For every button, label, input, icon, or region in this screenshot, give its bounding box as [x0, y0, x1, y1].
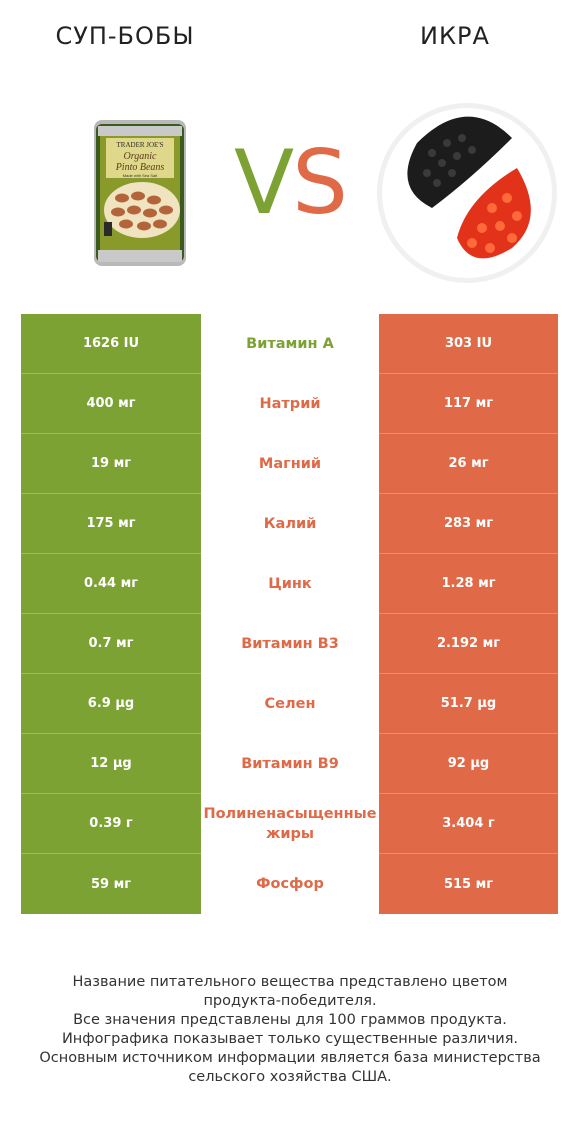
- left-value: 59 мг: [21, 854, 201, 914]
- table-row: 59 мг Фосфор 515 мг: [21, 854, 558, 914]
- table-row: 0.44 мг Цинк 1.28 мг: [21, 554, 558, 614]
- table-row: 1626 IU Витамин A 303 IU: [21, 314, 558, 374]
- table-row: 6.9 µg Селен 51.7 µg: [21, 674, 558, 734]
- nutrient-name: Витамин B3: [201, 614, 379, 674]
- footer-line: продукта-победителя.: [203, 993, 377, 1009]
- table-row: 0.39 г Полиненасыщенные жиры 3.404 г: [21, 794, 558, 854]
- left-product-title: СУП-БОБЫ: [55, 22, 195, 50]
- right-value: 2.192 мг: [379, 614, 558, 674]
- left-value: 12 µg: [21, 734, 201, 794]
- left-value: 0.44 мг: [21, 554, 201, 614]
- table-row: 19 мг Магний 26 мг: [21, 434, 558, 494]
- left-value: 0.39 г: [21, 794, 201, 854]
- table-row: 0.7 мг Витамин B3 2.192 мг: [21, 614, 558, 674]
- table-row: 400 мг Натрий 117 мг: [21, 374, 558, 434]
- right-value: 283 мг: [379, 494, 558, 554]
- footer-line: Название питательного вещества представл…: [72, 974, 508, 990]
- nutrient-name: Цинк: [201, 554, 379, 614]
- footer-line: Основным источником информации является …: [39, 1050, 541, 1066]
- footer-line: сельского хозяйства США.: [188, 1069, 392, 1085]
- can-line2-text: Pinto Beans: [115, 162, 165, 173]
- left-value: 1626 IU: [21, 314, 201, 374]
- nutrient-name: Полиненасыщенные жиры: [201, 794, 379, 854]
- nutrient-name: Натрий: [201, 374, 379, 434]
- nutrient-name: Калий: [201, 494, 379, 554]
- can-line1-text: Organic: [124, 151, 158, 162]
- table-row: 12 µg Витамин B9 92 µg: [21, 734, 558, 794]
- caviar-plate-image: [377, 103, 557, 283]
- footer-line: Все значения представлены для 100 граммо…: [73, 1012, 507, 1028]
- left-value: 19 мг: [21, 434, 201, 494]
- footer-note: Название питательного вещества представл…: [10, 973, 570, 1087]
- right-value: 515 мг: [379, 854, 558, 914]
- nutrient-name: Витамин B9: [201, 734, 379, 794]
- right-value: 1.28 мг: [379, 554, 558, 614]
- vs-label: VS: [233, 131, 348, 234]
- nutrient-comparison-table: 1626 IU Витамин A 303 IU 400 мг Натрий 117 мг…: [21, 314, 558, 914]
- right-product-title: ИКРА: [420, 22, 490, 50]
- left-value: 0.7 мг: [21, 614, 201, 674]
- nutrient-name: Витамин A: [201, 314, 379, 374]
- footer-line: Инфографика показывает только существенн…: [61, 1031, 519, 1047]
- nutrient-name: Фосфор: [201, 854, 379, 914]
- right-value: 26 мг: [379, 434, 558, 494]
- table-row: 175 мг Калий 283 мг: [21, 494, 558, 554]
- right-value: 303 IU: [379, 314, 558, 374]
- right-value: 51.7 µg: [379, 674, 558, 734]
- nutrient-name: Магний: [201, 434, 379, 494]
- left-value: 175 мг: [21, 494, 201, 554]
- can-brand-text: TRADER JOE'S: [117, 141, 164, 149]
- can-line3-text: Made with Sea Salt: [123, 173, 158, 178]
- right-value: 92 µg: [379, 734, 558, 794]
- nutrient-name: Селен: [201, 674, 379, 734]
- pinto-beans-can-image: TRADER JOE'S Organic Pinto Beans Made wi…: [94, 120, 186, 266]
- right-value: 117 мг: [379, 374, 558, 434]
- right-value: 3.404 г: [379, 794, 558, 854]
- left-value: 6.9 µg: [21, 674, 201, 734]
- left-value: 400 мг: [21, 374, 201, 434]
